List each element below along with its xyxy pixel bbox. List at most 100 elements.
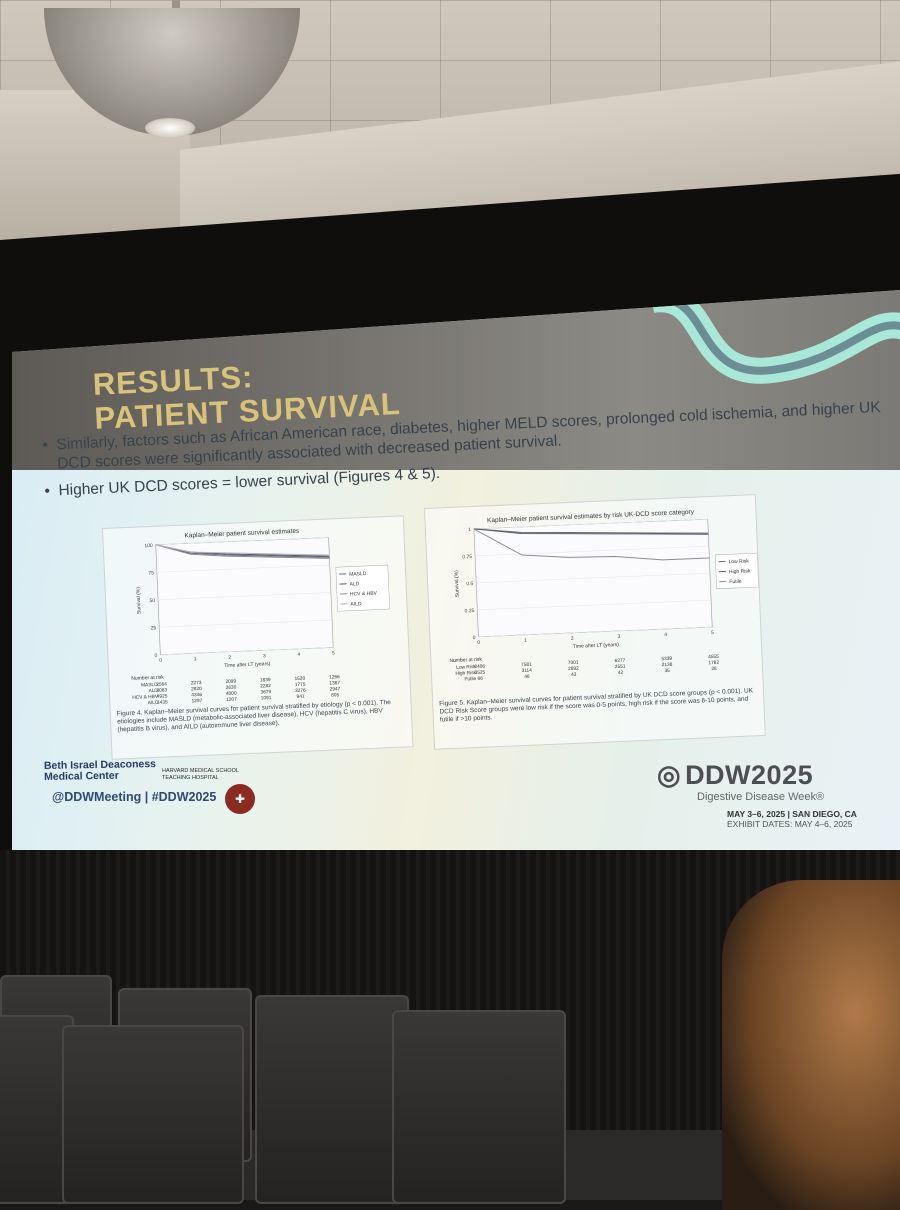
seal-icon: ✚ (225, 784, 255, 814)
risk-row-label: High Risk (455, 670, 476, 677)
risk-cell: 2892 (568, 666, 579, 672)
legend-label: HCV & HBV (350, 591, 378, 598)
bidmc-logo: Beth Israel Deaconess Medical Center (44, 759, 156, 783)
risk-cell: 1207 (226, 696, 237, 702)
legend-label: Futile (729, 579, 742, 586)
x-tick-label: 5 (332, 650, 335, 656)
ddw-logo-block: ◎ DDW2025 Digestive Disease Week® MAY 3–… (657, 760, 857, 829)
risk-cell: 2282 (260, 683, 271, 689)
figure-5: Kaplan–Meier patient survival estimates … (424, 494, 766, 750)
risk-cell: 1297 (191, 698, 202, 704)
legend-label: AILD (350, 601, 362, 607)
ddw-exhibit-dates: EXHIBIT DATES: MAY 4–6, 2025 (727, 819, 857, 829)
risk-cell: 3083 (156, 687, 167, 693)
y-tick-label: 0.25 (465, 608, 475, 614)
risk-row-label: HCV & HBV (132, 694, 159, 701)
chair (255, 995, 409, 1204)
risk-cell: 28 (711, 666, 717, 672)
ddw-subtitle: Digestive Disease Week® (697, 791, 857, 803)
risk-cell: 7581 (521, 662, 532, 668)
x-tick-label: 2 (571, 636, 574, 642)
x-tick-label: 2 (228, 655, 231, 661)
y-axis-label: Survival (%) (135, 587, 142, 615)
x-tick-label: 4 (297, 652, 300, 658)
x-tick-label: 3 (617, 634, 620, 640)
km-chart-uk-dcd: Kaplan–Meier patient survival estimates … (425, 495, 763, 699)
x-tick-label: 5 (711, 630, 714, 636)
ddw-logo: ◎ DDW2025 (657, 760, 857, 791)
y-tick-label: 0.75 (462, 554, 472, 560)
risk-cell: 7001 (568, 660, 579, 666)
y-tick-label: 25 (151, 625, 157, 631)
risk-cell: 3114 (521, 668, 532, 674)
legend-label: Low Risk (728, 558, 749, 565)
risk-cell: 1266 (329, 674, 340, 680)
legend-label: MASLD (349, 571, 367, 578)
y-tick-label: 0 (154, 653, 157, 659)
chart-title: Kaplan–Meier patient survival estimates (184, 528, 300, 540)
risk-cell: 2820 (191, 686, 202, 692)
social-handle: @DDWMeeting | #DDW2025 (52, 790, 216, 804)
risk-row-label: Futile (464, 676, 476, 682)
risk-cell: 1839 (260, 677, 271, 683)
lamp-bulb (145, 118, 195, 138)
y-tick-label: 75 (148, 570, 154, 576)
y-tick-label: 1 (468, 527, 471, 533)
risk-cell: 1775 (295, 682, 306, 688)
figure-4: Kaplan–Meier patient survival estimates 0… (102, 515, 413, 759)
risk-cell: 8406 (474, 664, 485, 670)
y-tick-label: 100 (144, 543, 153, 549)
risk-cell: 43 (571, 672, 577, 678)
chair (62, 1025, 244, 1204)
risk-cell: 2947 (330, 686, 341, 692)
risk-cell: 2630 (226, 685, 237, 691)
risk-cell: 3276 (295, 688, 306, 694)
ddw-mark-icon: ◎ (657, 760, 681, 791)
hms-logo: HARVARD MEDICAL SCHOOL TEACHING HOSPITAL (162, 768, 239, 782)
risk-cell: 4925 (157, 693, 168, 699)
risk-cell: 3679 (260, 689, 271, 695)
risk-table-title: Number at risk (449, 657, 482, 664)
x-tick-label: 0 (159, 658, 162, 664)
y-tick-label: 0 (473, 635, 476, 641)
ddw-dates: MAY 3–6, 2025 | SAN DIEGO, CA (727, 809, 857, 819)
bidmc-line-2: Medical Center (44, 770, 156, 783)
risk-cell: 2551 (615, 664, 626, 670)
hms-line-2: TEACHING HOSPITAL (162, 775, 239, 782)
risk-table-title: Number at risk (131, 675, 164, 682)
risk-cell: 1435 (157, 699, 168, 705)
legend-label: ALD (349, 581, 359, 587)
risk-cell: 1387 (329, 680, 340, 686)
y-axis-label: Survival (%) (454, 570, 461, 598)
projected-slide: RESULTS: PATIENT SURVIVAL • Similarly, f… (12, 290, 900, 880)
risk-cell: 4346 (191, 692, 202, 698)
risk-cell: 1520 (294, 676, 305, 682)
risk-cell: 805 (331, 692, 340, 698)
x-tick-label: 0 (477, 640, 480, 646)
risk-cell: 6277 (615, 658, 626, 664)
y-tick-label: 50 (149, 598, 155, 604)
chair (392, 1010, 566, 1204)
risk-cell: 941 (297, 694, 306, 700)
risk-cell: 42 (618, 670, 624, 676)
risk-cell: 1782 (708, 660, 719, 666)
risk-cell: 5339 (661, 656, 672, 662)
risk-cell: 2564 (156, 681, 167, 687)
risk-cell: 2099 (225, 679, 236, 685)
ddw-logo-text: DDW2025 (685, 760, 813, 791)
risk-cell: 46 (524, 674, 530, 680)
risk-cell: 2273 (191, 680, 202, 686)
risk-cell: 4555 (708, 654, 719, 660)
risk-cell: 35 (664, 668, 670, 674)
risk-cell: 2138 (662, 662, 673, 668)
risk-cell: 66 (477, 676, 483, 682)
risk-cell: 1091 (261, 695, 272, 701)
hms-line-1: HARVARD MEDICAL SCHOOL (162, 768, 239, 775)
x-axis-label: Time after LT (years) (224, 661, 271, 669)
audience-member (722, 880, 900, 1210)
risk-cell: 4000 (226, 690, 237, 696)
bullet-dot-icon: • (44, 481, 59, 501)
x-tick-label: 4 (664, 632, 667, 638)
x-tick-label: 1 (524, 638, 527, 644)
km-chart-etiology: Kaplan–Meier patient survival estimates 0… (103, 516, 410, 708)
